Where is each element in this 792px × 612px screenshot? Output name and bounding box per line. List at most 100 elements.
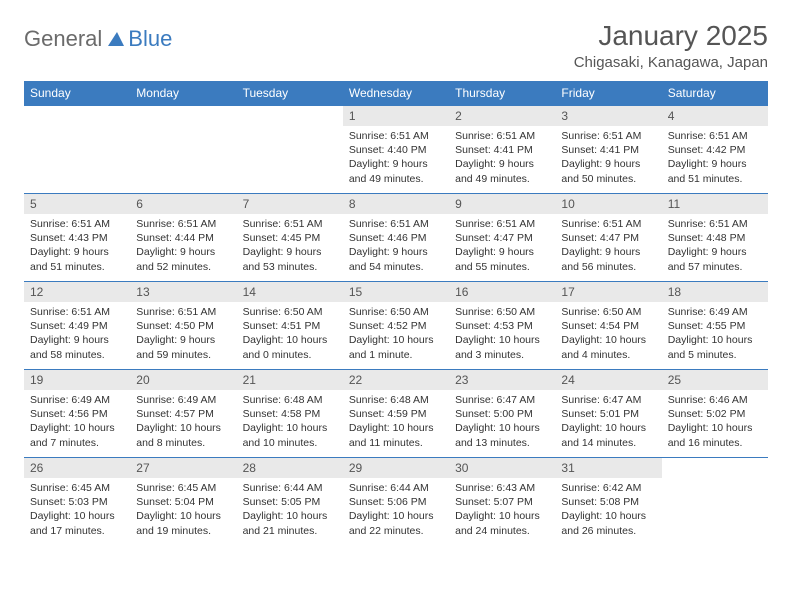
sunrise-line: Sunrise: 6:51 AM xyxy=(136,305,230,319)
day-number: 8 xyxy=(343,194,449,214)
calendar-week-row: 5 Sunrise: 6:51 AM Sunset: 4:43 PM Daylight… xyxy=(24,194,768,282)
sunset-line: Sunset: 5:08 PM xyxy=(561,495,655,509)
day-number: 18 xyxy=(662,282,768,302)
calendar-day-cell: 11Sunrise: 6:51 AMSunset: 4:48 PMDayligh… xyxy=(662,194,768,282)
sunset-line: Sunset: 4:41 PM xyxy=(455,143,549,157)
daylight-line: Daylight: 10 hours and 10 minutes. xyxy=(243,421,337,449)
calendar-day-cell: 3Sunrise: 6:51 AMSunset: 4:41 PMDaylight… xyxy=(555,106,661,194)
sunset-line: Sunset: 4:52 PM xyxy=(349,319,443,333)
sunrise-line: Sunrise: 6:51 AM xyxy=(561,129,655,143)
calendar-day-cell: 6Sunrise: 6:51 AMSunset: 4:44 PMDaylight… xyxy=(130,194,236,282)
calendar-day-cell xyxy=(24,106,130,194)
calendar-day-cell: 23Sunrise: 6:47 AMSunset: 5:00 PMDayligh… xyxy=(449,370,555,458)
calendar-table: Sunday Monday Tuesday Wednesday Thursday… xyxy=(24,81,768,546)
daylight-line: Daylight: 10 hours and 26 minutes. xyxy=(561,509,655,537)
daylight-line: Daylight: 10 hours and 19 minutes. xyxy=(136,509,230,537)
day-content: Sunrise: 6:43 AMSunset: 5:07 PMDaylight:… xyxy=(449,478,555,544)
weekday-monday: Monday xyxy=(130,81,236,106)
sunrise-line: Sunrise: 6:51 AM xyxy=(136,217,230,231)
day-content: Sunrise: 6:50 AMSunset: 4:51 PMDaylight:… xyxy=(237,302,343,368)
calendar-day-cell: 1Sunrise: 6:51 AMSunset: 4:40 PMDaylight… xyxy=(343,106,449,194)
sunset-line: Sunset: 4:47 PM xyxy=(455,231,549,245)
calendar-week-row: 19Sunrise: 6:49 AMSunset: 4:56 PMDayligh… xyxy=(24,370,768,458)
sunrise-line: Sunrise: 6:51 AM xyxy=(455,217,549,231)
day-number: 21 xyxy=(237,370,343,390)
sunset-line: Sunset: 5:01 PM xyxy=(561,407,655,421)
calendar-day-cell: 12Sunrise: 6:51 AMSunset: 4:49 PMDayligh… xyxy=(24,282,130,370)
sunset-line: Sunset: 4:41 PM xyxy=(561,143,655,157)
day-number: 16 xyxy=(449,282,555,302)
sunset-line: Sunset: 4:43 PM xyxy=(30,231,124,245)
day-content: Sunrise: 6:51 AMSunset: 4:44 PMDaylight:… xyxy=(130,214,236,280)
day-number: 10 xyxy=(555,194,661,214)
day-content: Sunrise: 6:44 AMSunset: 5:05 PMDaylight:… xyxy=(237,478,343,544)
day-number: 5 xyxy=(24,194,130,214)
sunset-line: Sunset: 5:05 PM xyxy=(243,495,337,509)
sunrise-line: Sunrise: 6:51 AM xyxy=(561,217,655,231)
calendar-day-cell: 10Sunrise: 6:51 AMSunset: 4:47 PMDayligh… xyxy=(555,194,661,282)
sunset-line: Sunset: 4:48 PM xyxy=(668,231,762,245)
sunrise-line: Sunrise: 6:42 AM xyxy=(561,481,655,495)
calendar-day-cell: 26Sunrise: 6:45 AMSunset: 5:03 PMDayligh… xyxy=(24,458,130,546)
sunrise-line: Sunrise: 6:49 AM xyxy=(30,393,124,407)
day-number-empty xyxy=(662,458,768,478)
day-number: 20 xyxy=(130,370,236,390)
day-content: Sunrise: 6:51 AMSunset: 4:46 PMDaylight:… xyxy=(343,214,449,280)
day-number: 2 xyxy=(449,106,555,126)
calendar-day-cell: 24Sunrise: 6:47 AMSunset: 5:01 PMDayligh… xyxy=(555,370,661,458)
day-number: 22 xyxy=(343,370,449,390)
daylight-line: Daylight: 9 hours and 57 minutes. xyxy=(668,245,762,273)
sunrise-line: Sunrise: 6:48 AM xyxy=(243,393,337,407)
calendar-day-cell: 28Sunrise: 6:44 AMSunset: 5:05 PMDayligh… xyxy=(237,458,343,546)
day-content: Sunrise: 6:50 AMSunset: 4:53 PMDaylight:… xyxy=(449,302,555,368)
day-number: 27 xyxy=(130,458,236,478)
day-content: Sunrise: 6:48 AMSunset: 4:58 PMDaylight:… xyxy=(237,390,343,456)
sunrise-line: Sunrise: 6:51 AM xyxy=(243,217,337,231)
sunset-line: Sunset: 4:45 PM xyxy=(243,231,337,245)
day-content: Sunrise: 6:51 AMSunset: 4:42 PMDaylight:… xyxy=(662,126,768,192)
sunset-line: Sunset: 5:04 PM xyxy=(136,495,230,509)
daylight-line: Daylight: 10 hours and 22 minutes. xyxy=(349,509,443,537)
day-number: 14 xyxy=(237,282,343,302)
day-number: 4 xyxy=(662,106,768,126)
location-text: Chigasaki, Kanagawa, Japan xyxy=(574,54,768,71)
day-number-empty xyxy=(24,106,130,126)
sunset-line: Sunset: 4:49 PM xyxy=(30,319,124,333)
day-number: 3 xyxy=(555,106,661,126)
sunrise-line: Sunrise: 6:45 AM xyxy=(30,481,124,495)
sunset-line: Sunset: 4:51 PM xyxy=(243,319,337,333)
day-content: Sunrise: 6:51 AMSunset: 4:45 PMDaylight:… xyxy=(237,214,343,280)
sunrise-line: Sunrise: 6:51 AM xyxy=(30,305,124,319)
day-content: Sunrise: 6:45 AMSunset: 5:03 PMDaylight:… xyxy=(24,478,130,544)
day-number: 13 xyxy=(130,282,236,302)
sunrise-line: Sunrise: 6:44 AM xyxy=(349,481,443,495)
sunset-line: Sunset: 4:55 PM xyxy=(668,319,762,333)
weekday-wednesday: Wednesday xyxy=(343,81,449,106)
sunrise-line: Sunrise: 6:50 AM xyxy=(455,305,549,319)
sunset-line: Sunset: 4:53 PM xyxy=(455,319,549,333)
day-content: Sunrise: 6:51 AMSunset: 4:50 PMDaylight:… xyxy=(130,302,236,368)
sunset-line: Sunset: 4:56 PM xyxy=(30,407,124,421)
calendar-day-cell: 20Sunrise: 6:49 AMSunset: 4:57 PMDayligh… xyxy=(130,370,236,458)
calendar-day-cell: 16Sunrise: 6:50 AMSunset: 4:53 PMDayligh… xyxy=(449,282,555,370)
calendar-day-cell: 27 Sunrise: 6:45 AMSunset: 5:04 PMDayligh… xyxy=(130,458,236,546)
daylight-line: Daylight: 10 hours and 14 minutes. xyxy=(561,421,655,449)
day-number: 24 xyxy=(555,370,661,390)
daylight-line: Daylight: 9 hours and 58 minutes. xyxy=(30,333,124,361)
sunrise-line: Sunrise: 6:44 AM xyxy=(243,481,337,495)
daylight-line: Daylight: 10 hours and 3 minutes. xyxy=(455,333,549,361)
day-content: Sunrise: 6:42 AMSunset: 5:08 PMDaylight:… xyxy=(555,478,661,544)
sunrise-line: Sunrise: 6:46 AM xyxy=(668,393,762,407)
calendar-day-cell: 8Sunrise: 6:51 AMSunset: 4:46 PMDaylight… xyxy=(343,194,449,282)
sunset-line: Sunset: 4:47 PM xyxy=(561,231,655,245)
day-number: 9 xyxy=(449,194,555,214)
sunrise-line: Sunrise: 6:51 AM xyxy=(668,129,762,143)
daylight-line: Daylight: 10 hours and 17 minutes. xyxy=(30,509,124,537)
daylight-line: Daylight: 9 hours and 53 minutes. xyxy=(243,245,337,273)
calendar-day-cell: 14Sunrise: 6:50 AMSunset: 4:51 PMDayligh… xyxy=(237,282,343,370)
sunrise-line: Sunrise: 6:45 AM xyxy=(136,481,230,495)
daylight-line: Daylight: 9 hours and 49 minutes. xyxy=(349,157,443,185)
calendar-day-cell: 31Sunrise: 6:42 AMSunset: 5:08 PMDayligh… xyxy=(555,458,661,546)
day-content: Sunrise: 6:51 AMSunset: 4:41 PMDaylight:… xyxy=(555,126,661,192)
calendar-day-cell: 7Sunrise: 6:51 AMSunset: 4:45 PMDaylight… xyxy=(237,194,343,282)
